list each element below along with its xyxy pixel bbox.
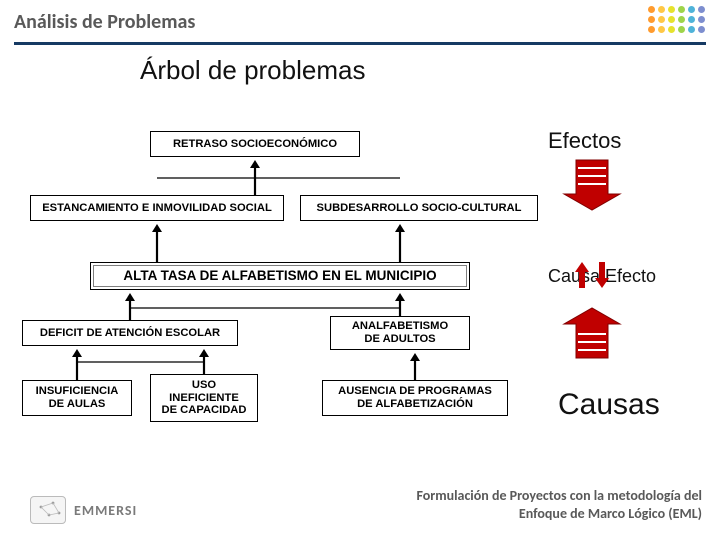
box-ausencia: AUSENCIA DE PROGRAMAS DE ALFABETIZACIÓN <box>322 380 508 416</box>
footer-line2: Enfoque de Marco Lógico (EML) <box>416 505 702 523</box>
decorative-dots <box>648 6 706 34</box>
page-title: Análisis de Problemas <box>0 0 720 40</box>
brand-logo: EMMERSI <box>30 496 137 524</box>
box-uso: USO INEFICIENTE DE CAPACIDAD <box>150 374 258 422</box>
box-central-text: ALTA TASA DE ALFABETISMO EN EL MUNICIPIO <box>123 268 436 284</box>
box-central: ALTA TASA DE ALFABETISMO EN EL MUNICIPIO <box>90 262 470 290</box>
footer: Formulación de Proyectos con la metodolo… <box>416 487 702 522</box>
box-insuficiencia: INSUFICIENCIA DE AULAS <box>22 380 132 416</box>
label-effects: Efectos <box>548 128 621 154</box>
label-cause-effect: Causa/Efecto <box>548 266 656 287</box>
slide-title: Árbol de problemas <box>140 55 720 86</box>
box-subdesarrollo: SUBDESARROLLO SOCIO-CULTURAL <box>300 195 538 221</box>
box-analfabetismo: ANALFABETISMO DE ADULTOS <box>330 316 470 350</box>
label-causes: Causas <box>558 388 660 422</box>
header-underline <box>14 42 706 45</box>
box-deficit: DEFICIT DE ATENCIÓN ESCOLAR <box>22 320 238 346</box>
footer-line1: Formulación de Proyectos con la metodolo… <box>416 487 702 505</box>
box-estancamiento: ESTANCAMIENTO E INMOVILIDAD SOCIAL <box>30 195 284 221</box>
brand-logo-text: EMMERSI <box>74 502 137 519</box>
brand-logo-badge <box>30 496 66 524</box>
box-retraso: RETRASO SOCIOECONÓMICO <box>150 131 360 157</box>
